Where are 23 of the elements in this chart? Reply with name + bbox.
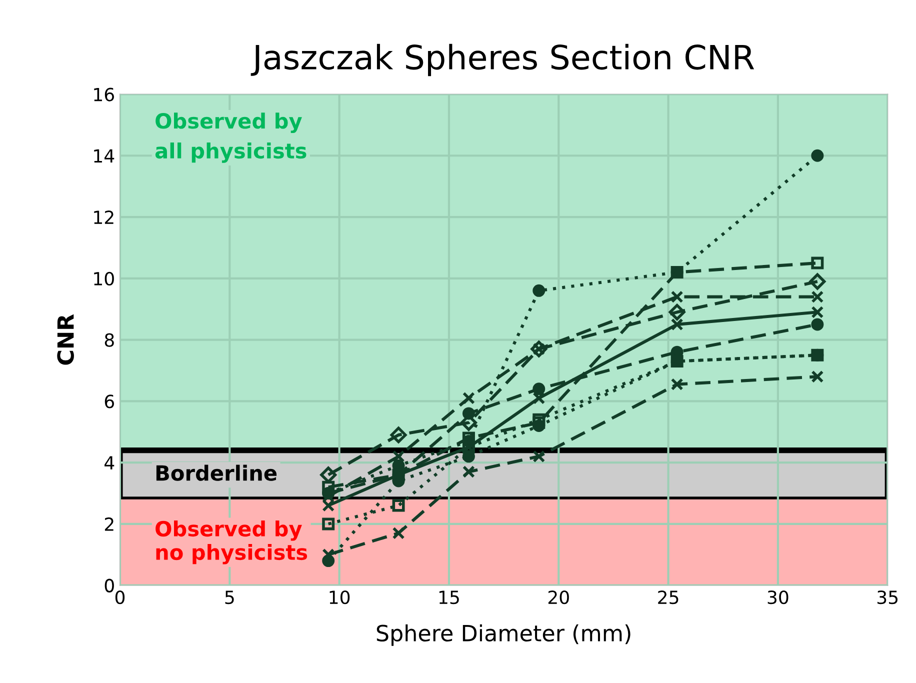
x-tick-label: 30 <box>768 590 788 604</box>
band-label: Borderline <box>156 464 277 481</box>
band-label: Observed by all physicists <box>155 112 306 163</box>
x-tick-label: 25 <box>658 590 678 604</box>
x-tick-label: 15 <box>439 590 459 604</box>
y-tick-label: 12 <box>94 210 114 224</box>
band-label: Observed by no physicists <box>156 520 308 564</box>
y-tick-label: 14 <box>94 149 114 162</box>
y-axis-title: CNR <box>57 314 74 365</box>
x-tick-label: 5 <box>225 590 234 604</box>
x-axis-title: Sphere Diameter (mm) <box>376 624 630 646</box>
y-tick-label: 8 <box>104 333 114 347</box>
y-tick-label: 4 <box>104 456 114 470</box>
x-tick-label: 35 <box>877 590 898 604</box>
y-tick-label: 6 <box>104 394 114 408</box>
y-tick-label: 2 <box>104 517 114 531</box>
chart-title: Jaszczak Spheres Section CNR <box>250 44 754 76</box>
x-tick-label: 0 <box>115 590 125 604</box>
y-tick-label: 10 <box>94 272 114 286</box>
y-tick-label: 16 <box>94 88 114 102</box>
y-tick-label: 0 <box>104 578 114 592</box>
x-tick-label: 10 <box>330 590 350 604</box>
x-tick-label: 20 <box>548 590 569 604</box>
